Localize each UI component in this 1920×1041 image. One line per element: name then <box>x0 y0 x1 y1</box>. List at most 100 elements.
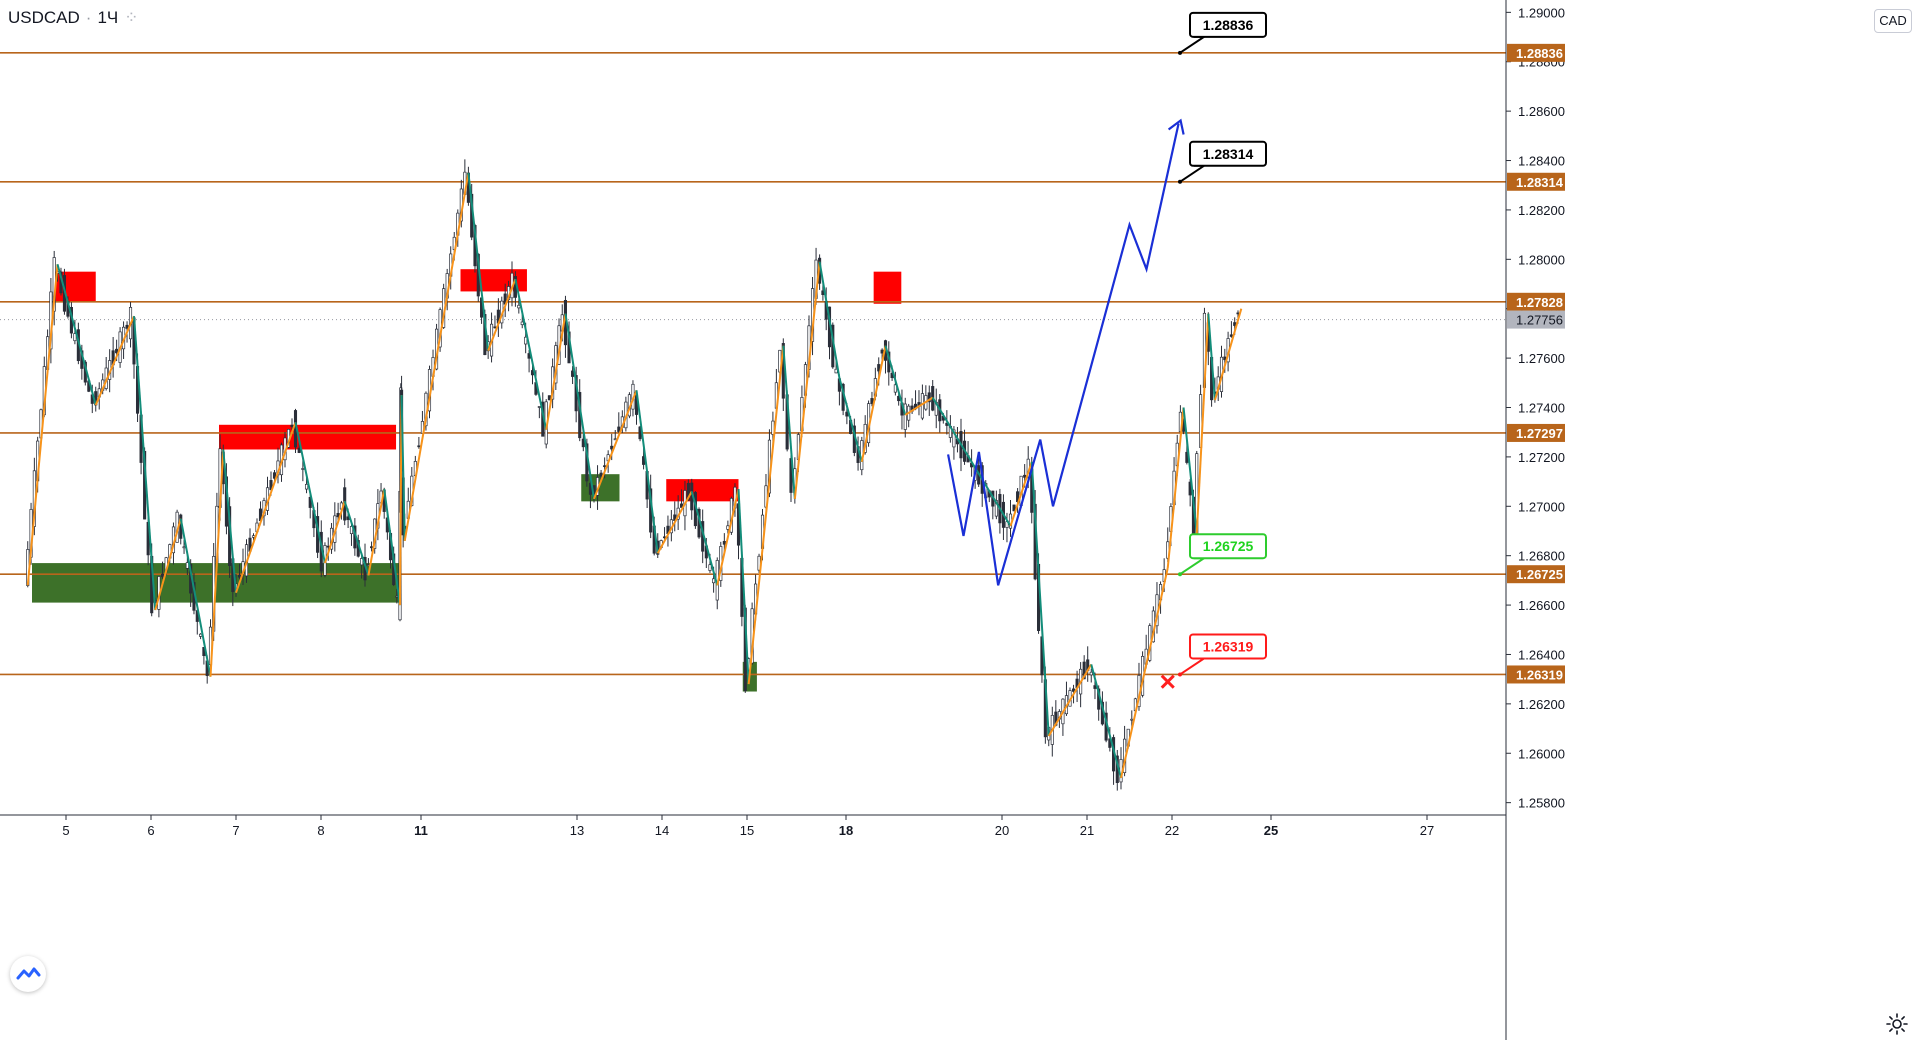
zigzag-segment <box>793 261 821 499</box>
candle-body <box>304 483 309 490</box>
zigzag-segment <box>782 345 796 499</box>
candle-body <box>251 535 256 538</box>
zigzag-segment <box>838 377 863 463</box>
callout-pointer <box>1179 557 1208 576</box>
candle-body <box>994 500 998 517</box>
interval-label[interactable]: 1Ч <box>97 8 119 27</box>
y-tick-label: 1.28000 <box>1518 252 1565 267</box>
zigzag-segment <box>818 261 841 379</box>
callout-label: 1.26725 <box>1203 538 1254 554</box>
callout-anchor <box>1178 572 1182 577</box>
candle-body <box>1082 661 1086 680</box>
zigzag-segment <box>1047 663 1093 737</box>
candle-body <box>686 482 690 501</box>
zigzag-segment <box>383 488 401 606</box>
candle-body <box>708 564 712 571</box>
candle-body <box>115 348 119 354</box>
callout-label: 1.28314 <box>1203 146 1254 162</box>
candle-body <box>1071 688 1076 692</box>
invalidation-mark <box>1160 674 1175 689</box>
level-price-tag <box>1507 292 1565 311</box>
candle-body <box>520 321 524 326</box>
callout-pointer <box>1179 35 1208 54</box>
zigzag-segment <box>1090 664 1122 779</box>
candle-body <box>610 445 614 450</box>
candle-body <box>952 429 956 448</box>
currency-badge[interactable]: CAD <box>1874 9 1912 33</box>
symbol-label: USDCAD <box>8 8 80 27</box>
candle-body <box>877 364 881 372</box>
candle-body <box>290 424 294 427</box>
zigzag-segment <box>133 316 157 611</box>
zigzag-segment <box>294 422 326 564</box>
zigzag-segment <box>1182 407 1198 534</box>
candle-body <box>360 558 364 566</box>
level-price-tag <box>1507 172 1565 191</box>
level-price-tag-label: 1.28836 <box>1516 46 1563 61</box>
zigzag-segment <box>1120 567 1169 779</box>
zigzag-segment <box>94 315 135 406</box>
supply-zone <box>219 424 397 450</box>
level-price-tag <box>1507 565 1565 584</box>
callout-anchor <box>1178 50 1182 55</box>
candle-body <box>1012 504 1016 512</box>
candle-body <box>125 324 129 329</box>
chart-title: USDCAD · 1Ч ⁘ <box>8 8 139 28</box>
callout-box <box>1189 533 1267 560</box>
y-tick-label: 1.26000 <box>1518 746 1565 761</box>
supply-zone <box>666 479 739 502</box>
zigzag-segment <box>403 172 470 542</box>
x-tick-label: 5 <box>62 823 69 838</box>
menu-dots-icon[interactable]: ⁘ <box>124 8 139 27</box>
zigzag-segment <box>154 518 182 611</box>
candle-body <box>603 465 607 468</box>
zigzag-segment <box>514 278 548 430</box>
candle-body <box>237 574 242 578</box>
candle-body <box>272 472 277 479</box>
candle-body <box>301 468 305 470</box>
zigzag-segment <box>1009 461 1033 527</box>
zigzag-segment <box>860 345 887 463</box>
zigzag-segment <box>716 488 740 586</box>
zigzag-segment <box>545 313 567 430</box>
level-price-tag <box>1507 665 1565 684</box>
zigzag-segment <box>635 390 659 554</box>
x-tick-label: 8 <box>317 823 324 838</box>
callout-anchor <box>1178 179 1182 184</box>
candle-body <box>1089 671 1093 676</box>
candle-body <box>517 304 521 309</box>
x-tick-label: 11 <box>414 823 428 838</box>
y-tick-label: 1.28400 <box>1518 154 1565 169</box>
x-tick-label: 18 <box>839 823 853 838</box>
candle-body <box>722 540 726 545</box>
candle-body <box>834 368 838 374</box>
zigzag-segment <box>690 491 719 586</box>
zigzag-segment <box>564 313 595 500</box>
zigzag-segment <box>737 488 750 685</box>
level-price-tag-label: 1.26319 <box>1516 667 1563 682</box>
callout-box <box>1189 140 1267 167</box>
y-tick-label: 1.26200 <box>1518 697 1565 712</box>
y-tick-label: 1.26800 <box>1518 549 1565 564</box>
candle-body <box>1130 718 1134 721</box>
zigzag-segment <box>179 518 212 677</box>
zigzag-segment <box>884 345 907 416</box>
level-price-tag-label: 1.28314 <box>1516 175 1564 190</box>
settings-gear-icon[interactable] <box>1885 1012 1909 1036</box>
candle-body <box>73 333 77 342</box>
x-tick-label: 7 <box>232 823 239 838</box>
y-tick-label: 1.25800 <box>1518 796 1565 811</box>
candle-body <box>199 633 203 637</box>
zigzag-segment <box>931 397 1012 527</box>
candle-body <box>599 472 603 477</box>
y-tick-label: 1.27400 <box>1518 401 1565 416</box>
zigzag-segment <box>904 396 934 416</box>
supply-zone <box>873 271 902 304</box>
title-separator: · <box>85 8 92 27</box>
x-tick-label: 21 <box>1080 823 1094 838</box>
zigzag-segment <box>1030 461 1050 737</box>
callout-label: 1.28836 <box>1203 17 1254 33</box>
tradingview-logo-icon[interactable] <box>10 956 46 992</box>
zigzag-segment <box>1213 308 1243 401</box>
